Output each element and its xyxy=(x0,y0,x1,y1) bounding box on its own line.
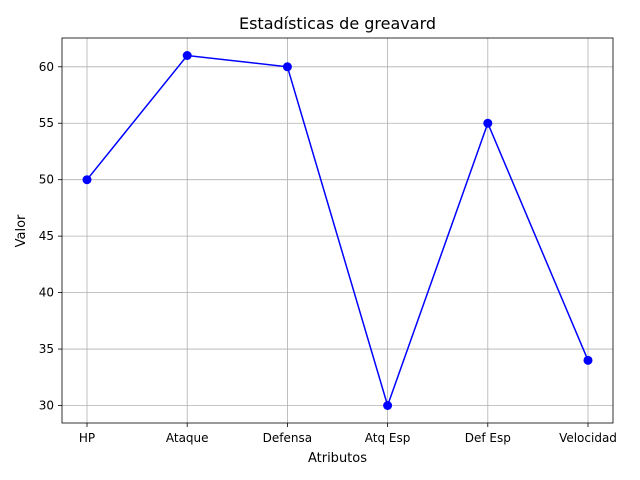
data-point xyxy=(182,51,192,60)
y-tick-label: 45 xyxy=(39,229,54,243)
y-tick-label: 60 xyxy=(39,60,54,74)
series-line xyxy=(86,54,589,408)
x-tick-label: Defensa xyxy=(263,431,312,445)
data-point xyxy=(82,175,92,185)
x-tick-label: Def Esp xyxy=(465,431,511,445)
x-tick-label: HP xyxy=(79,431,95,445)
x-tick-label: Atq Esp xyxy=(365,431,411,445)
data-point xyxy=(383,401,393,410)
grid-layer xyxy=(62,38,613,423)
plot-frame xyxy=(61,37,614,424)
data-point xyxy=(282,62,292,72)
y-tick-label: 40 xyxy=(39,286,54,300)
x-axis-label: Atributos xyxy=(308,451,367,466)
y-tick-label: 30 xyxy=(39,399,54,413)
x-tick-label: Velocidad xyxy=(559,431,617,445)
data-point xyxy=(583,355,593,365)
y-axis-label: Valor xyxy=(14,214,29,247)
y-tick-label: 50 xyxy=(39,173,54,187)
data-point xyxy=(483,118,493,128)
chart-title: Estadísticas de greavard xyxy=(239,14,436,33)
y-tick-label: 35 xyxy=(39,342,54,356)
x-tick-label: Ataque xyxy=(166,431,209,445)
series-layer xyxy=(82,51,593,410)
y-tick-label: 55 xyxy=(39,116,54,130)
tick-layer: HP Ataque Defensa Atq Esp Def Esp Velocidad 30… xyxy=(39,60,617,445)
